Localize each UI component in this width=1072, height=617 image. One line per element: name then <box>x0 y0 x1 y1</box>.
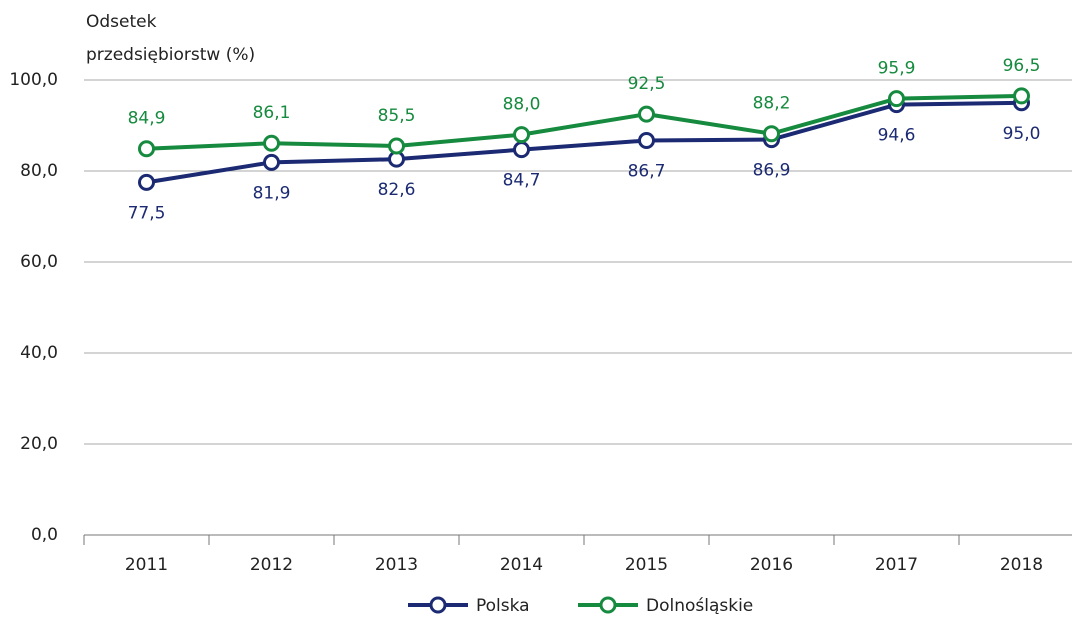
legend-label: Dolnośląskie <box>646 596 753 616</box>
point <box>513 141 530 159</box>
y-tick-label: 40,0 <box>20 343 58 363</box>
data-label: 85,5 <box>378 106 416 126</box>
y-axis-label: przedsiębiorstw (%) <box>86 45 255 65</box>
point <box>763 125 780 143</box>
point <box>138 140 155 158</box>
series-line <box>146 93 1022 151</box>
point <box>138 173 155 191</box>
data-label: 88,2 <box>753 94 791 114</box>
data-label: 94,6 <box>878 126 916 146</box>
legend-marker <box>599 596 617 614</box>
point <box>638 132 655 150</box>
point <box>888 90 905 108</box>
point <box>263 153 280 171</box>
point <box>263 134 280 152</box>
y-axis-label: Odsetek <box>86 12 157 32</box>
data-label: 82,6 <box>378 180 416 200</box>
data-label: 96,5 <box>1003 56 1041 76</box>
y-tick-label: 80,0 <box>20 161 58 181</box>
data-label: 77,5 <box>128 203 166 223</box>
point <box>388 137 405 155</box>
data-label: 95,9 <box>878 59 916 79</box>
y-tick-label: 100,0 <box>9 70 58 90</box>
x-tick-label: 2012 <box>250 555 293 575</box>
point <box>1013 87 1030 105</box>
legend-label: Polska <box>476 596 530 616</box>
point <box>638 105 655 123</box>
data-label: 95,0 <box>1003 124 1041 144</box>
x-tick-label: 2014 <box>500 555 543 575</box>
y-tick-label: 60,0 <box>20 252 58 272</box>
x-tick-label: 2011 <box>125 555 168 575</box>
x-tick-label: 2017 <box>875 555 918 575</box>
data-label: 92,5 <box>628 74 666 94</box>
data-label: 86,9 <box>753 161 791 181</box>
legend-marker <box>429 596 447 614</box>
data-label: 81,9 <box>253 183 291 203</box>
y-tick-label: 0,0 <box>31 525 58 545</box>
x-tick-label: 2015 <box>625 555 668 575</box>
data-label: 84,7 <box>503 171 541 191</box>
data-label: 84,9 <box>128 109 166 129</box>
data-label: 88,0 <box>503 95 541 115</box>
x-tick-label: 2013 <box>375 555 418 575</box>
data-label: 86,1 <box>253 103 291 123</box>
point <box>513 126 530 144</box>
y-tick-label: 20,0 <box>20 434 58 454</box>
data-label: 86,7 <box>628 162 666 182</box>
series-line <box>146 100 1022 185</box>
x-tick-label: 2016 <box>750 555 793 575</box>
x-tick-label: 2018 <box>1000 555 1043 575</box>
